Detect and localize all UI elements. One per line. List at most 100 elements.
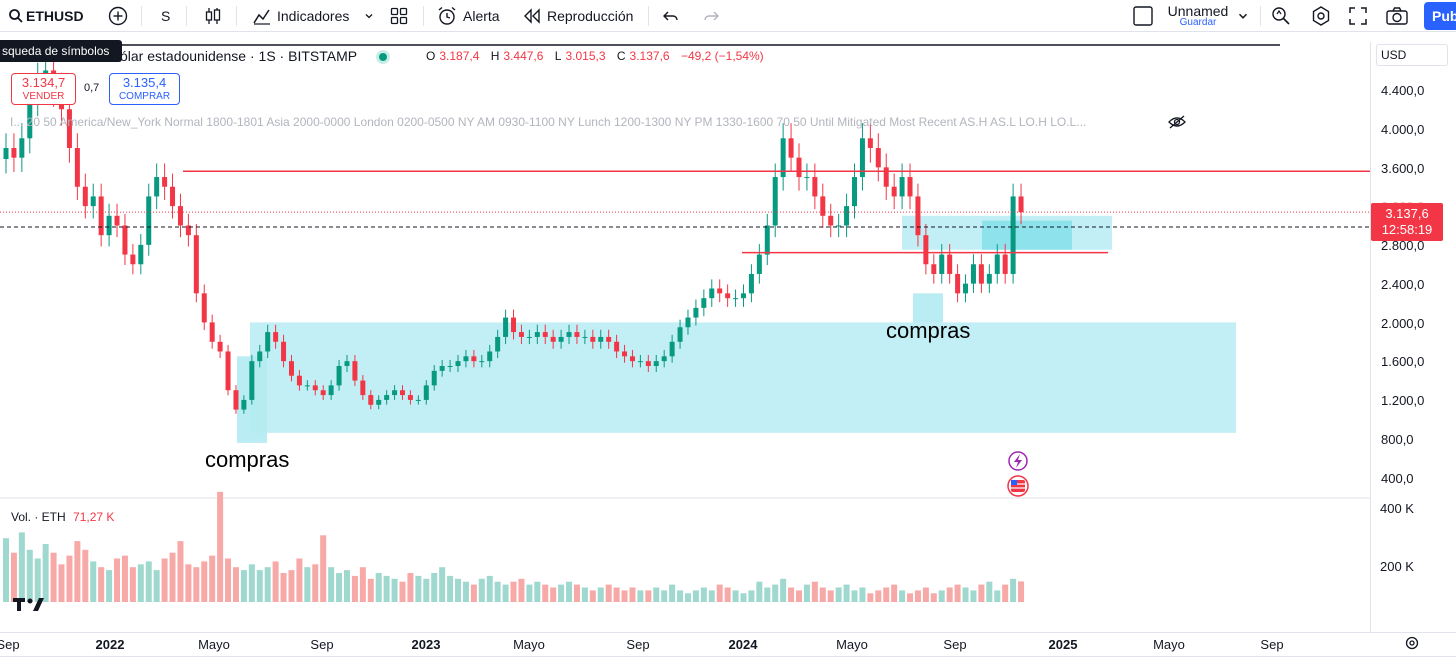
rewind-icon <box>524 8 540 24</box>
symbol-label: ETHUSD <box>26 8 84 24</box>
candle-body <box>637 361 643 363</box>
publish-button[interactable]: Pub <box>1424 2 1456 30</box>
candle-body <box>288 361 294 376</box>
price-scale[interactable]: 4.400,0 4.000,0 3.600,0 3.200,0 2.800,0 … <box>1370 42 1456 632</box>
volume-bar <box>161 558 168 602</box>
templates-button[interactable] <box>390 0 408 32</box>
volume-bar <box>74 541 81 602</box>
candle-body <box>614 341 620 352</box>
volume-value: 71,27 K <box>73 510 115 524</box>
volume-bar <box>566 581 573 602</box>
price-tick: 4.000,0 <box>1381 122 1425 137</box>
candle-body <box>558 336 564 342</box>
currency-select[interactable]: USD <box>1376 44 1448 66</box>
candle-body <box>479 361 485 363</box>
indicators-button[interactable]: Indicadores <box>252 0 375 32</box>
time-label: 2023 <box>411 637 441 652</box>
volume-bar <box>193 567 200 602</box>
quick-search-button[interactable] <box>1270 0 1292 32</box>
annotation-compras-left[interactable]: compras <box>205 447 290 472</box>
candle-body <box>106 215 112 236</box>
symbol-search-button[interactable]: ETHUSD <box>8 0 84 32</box>
candle-body <box>185 225 191 236</box>
interval-button[interactable]: S <box>161 0 170 32</box>
volume-bar <box>26 549 33 602</box>
volume-bar <box>859 587 866 602</box>
sell-button[interactable]: 3.134,7 VENDER <box>11 73 76 105</box>
tradingview-logo[interactable] <box>13 596 45 612</box>
gear-icon <box>1312 6 1330 26</box>
layout-name-button[interactable]: Unnamed Guardar <box>1166 0 1230 32</box>
price-tick: 800,0 <box>1381 432 1414 447</box>
candle-body <box>415 399 421 401</box>
chart-canvas[interactable] <box>0 32 1370 632</box>
volume-bar <box>677 590 684 602</box>
annotation-compras-right[interactable]: compras <box>886 318 971 343</box>
volume-bar <box>605 584 612 602</box>
volume-bar <box>209 555 216 602</box>
candle-body <box>265 332 271 352</box>
volume-bar <box>185 564 192 602</box>
redo-button[interactable] <box>702 0 720 32</box>
volume-bar <box>589 590 596 602</box>
candle-body <box>756 254 762 274</box>
candle-body <box>566 332 572 337</box>
candle-body <box>320 390 326 396</box>
volume-bar <box>502 584 509 602</box>
fullscreen-button[interactable] <box>1349 0 1367 32</box>
volume-legend[interactable]: Vol. · ETH 71,27 K <box>11 510 114 524</box>
compare-button[interactable] <box>108 0 128 32</box>
price-tick: 2.800,0 <box>1381 238 1425 253</box>
undo-button[interactable] <box>662 0 680 32</box>
candle-body <box>677 327 683 342</box>
volume-bar <box>756 581 763 602</box>
axis-settings-icon[interactable] <box>1404 635 1420 651</box>
eye-hidden-icon[interactable] <box>1167 114 1187 130</box>
candle-body <box>225 351 231 391</box>
time-axis[interactable]: Sep 2022 Mayo Sep 2023 Mayo Sep 2024 May… <box>0 632 1456 656</box>
indicator-legend[interactable]: I... 20 50 America/New_York Normal 1800-… <box>10 115 1087 129</box>
chart-legend-title: ólar estadounidense · 1S · BITSTAMP <box>120 48 387 64</box>
ohlc-open: O 3.187,4 <box>426 49 480 63</box>
volume-bar <box>248 564 255 602</box>
candle-body <box>582 336 588 338</box>
volume-bar <box>336 573 343 602</box>
volume-tick: 400 K <box>1380 501 1414 516</box>
volume-bar <box>375 573 382 602</box>
volume-bar <box>946 587 953 602</box>
volume-bar <box>732 590 739 602</box>
buy-button[interactable]: 3.135,4 COMPRAR <box>109 73 180 105</box>
candle-body <box>653 361 659 367</box>
volume-bar <box>899 590 906 602</box>
candle-body <box>828 215 834 226</box>
time-label: Mayo <box>513 637 545 652</box>
volume-bar <box>129 567 136 602</box>
volume-bar <box>970 590 977 602</box>
replay-button[interactable]: Reproducción <box>523 0 633 32</box>
chart-type-button[interactable] <box>203 0 223 32</box>
candle-body <box>328 385 334 396</box>
volume-bar <box>50 552 57 602</box>
candle-body <box>931 264 937 274</box>
snapshot-button[interactable] <box>1385 0 1409 32</box>
volume-bar <box>304 567 311 602</box>
candle-body <box>233 390 239 410</box>
event-icons <box>1007 451 1029 497</box>
volume-bar <box>637 590 644 602</box>
layout-checkbox[interactable] <box>1132 0 1154 32</box>
candle-body <box>661 356 667 362</box>
candle-body <box>455 361 461 367</box>
settings-button[interactable] <box>1310 0 1332 32</box>
volume-bar <box>256 570 263 602</box>
layout-menu-button[interactable] <box>1236 0 1250 32</box>
candle-body <box>693 307 699 318</box>
volume-bar <box>486 575 493 602</box>
bottom-bar <box>0 656 1456 665</box>
alert-button[interactable]: Alerta <box>436 0 500 32</box>
volume-bar <box>724 587 731 602</box>
volume-bar <box>978 584 985 602</box>
volume-bar <box>367 578 374 602</box>
volume-bar <box>66 555 73 602</box>
alert-label: Alerta <box>463 8 500 24</box>
candle-body <box>146 196 152 245</box>
